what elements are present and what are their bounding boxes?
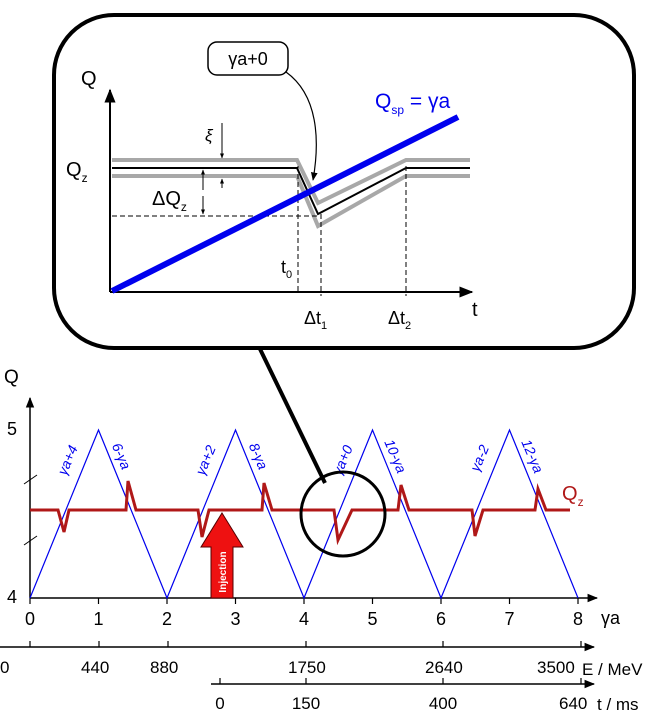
time-tick-label: 640 bbox=[559, 694, 587, 713]
dt1-label: Δt1 bbox=[304, 308, 327, 332]
qz-line bbox=[112, 167, 470, 216]
main-y-axis-label: Q bbox=[4, 367, 19, 388]
energy-tick-label: 2640 bbox=[425, 658, 463, 677]
time-tick-label: 150 bbox=[292, 694, 320, 713]
x-tick-label: 7 bbox=[504, 609, 514, 629]
t0-label: t0 bbox=[281, 257, 292, 281]
x-tick-label: 4 bbox=[299, 609, 309, 629]
inset-x-axis-label: t bbox=[472, 299, 478, 321]
qz-trace bbox=[30, 480, 570, 546]
energy-tick-label: 880 bbox=[150, 658, 178, 677]
energy-tick-label: 440 bbox=[81, 658, 109, 677]
ramp-label: 6-γa bbox=[109, 440, 134, 472]
energy-axis-label: E / MeV bbox=[582, 660, 643, 679]
energy-tick-label: 3500 bbox=[537, 658, 575, 677]
y-break-upper bbox=[23, 474, 38, 485]
time-tick-label: 400 bbox=[429, 694, 457, 713]
ramp-label: 10-γa bbox=[381, 437, 409, 476]
injection-label: Injection bbox=[218, 551, 229, 592]
x-tick-label: 3 bbox=[230, 609, 240, 629]
qz-band-lower bbox=[112, 174, 470, 229]
qsp-label: Qsp = γa bbox=[375, 90, 450, 117]
ramp-labels: γa+4 6-γa γa+2 8-γa γa+0 10-γa γa-2 12-γa bbox=[54, 437, 547, 478]
dt2-label: Δt2 bbox=[388, 308, 411, 332]
ramp-label: γa+4 bbox=[54, 443, 81, 478]
time-axis: 0 150 400 640 t / ms bbox=[211, 678, 639, 714]
callout-arrow bbox=[285, 71, 318, 181]
zoom-circle bbox=[299, 470, 387, 558]
main-x-axis-label: γa bbox=[601, 608, 621, 628]
ramp-label: 8-γa bbox=[246, 440, 271, 472]
energy-tick-label: 1750 bbox=[288, 658, 326, 677]
x-tick-label: 6 bbox=[436, 609, 446, 629]
x-tick-label: 8 bbox=[573, 609, 583, 629]
ramp-label: 12-γa bbox=[518, 437, 546, 476]
x-tick-label: 0 bbox=[25, 609, 35, 629]
x-tick-label: 5 bbox=[367, 609, 377, 629]
ramp-label: γa+2 bbox=[192, 443, 219, 478]
callout-label: γa+0 bbox=[228, 49, 268, 69]
time-axis-label: t / ms bbox=[597, 695, 639, 714]
xi-label: ξ bbox=[205, 126, 214, 145]
energy-axis: 0 440 880 1750 2640 3500 E / MeV bbox=[0, 641, 643, 679]
inset-y-axis-label: Q bbox=[81, 68, 97, 90]
x-tick-label: 2 bbox=[162, 609, 172, 629]
y-break-lower bbox=[23, 535, 38, 546]
energy-ticks: 0 440 880 1750 2640 3500 bbox=[0, 641, 582, 677]
qz-band-upper bbox=[112, 158, 470, 206]
y-tick-5: 5 bbox=[7, 419, 17, 439]
dqz-label: ΔQz bbox=[152, 188, 187, 214]
injection-arrow bbox=[200, 512, 244, 599]
inset-qz-label: Qz bbox=[66, 159, 88, 185]
energy-tick-label: 0 bbox=[0, 658, 9, 677]
ramp-label: γa-2 bbox=[467, 442, 492, 474]
callout-box bbox=[207, 41, 289, 76]
main-qz-label: Qz bbox=[562, 483, 584, 509]
time-tick-label: 0 bbox=[215, 694, 224, 713]
time-ticks: 0 150 400 640 bbox=[215, 678, 587, 713]
qsp-line bbox=[110, 114, 460, 294]
x-ticks: 0 1 2 3 4 5 6 7 8 bbox=[25, 598, 583, 629]
qsp-zigzag bbox=[29, 428, 579, 600]
x-tick-label: 1 bbox=[93, 609, 103, 629]
y-tick-4: 4 bbox=[7, 587, 17, 607]
inset-panel: Q t ξ ΔQz Qz Qsp = γa γa+0 t0 Δt1 Δt2 bbox=[52, 13, 636, 350]
zoom-connector bbox=[258, 348, 327, 484]
inset-frame bbox=[52, 13, 636, 350]
